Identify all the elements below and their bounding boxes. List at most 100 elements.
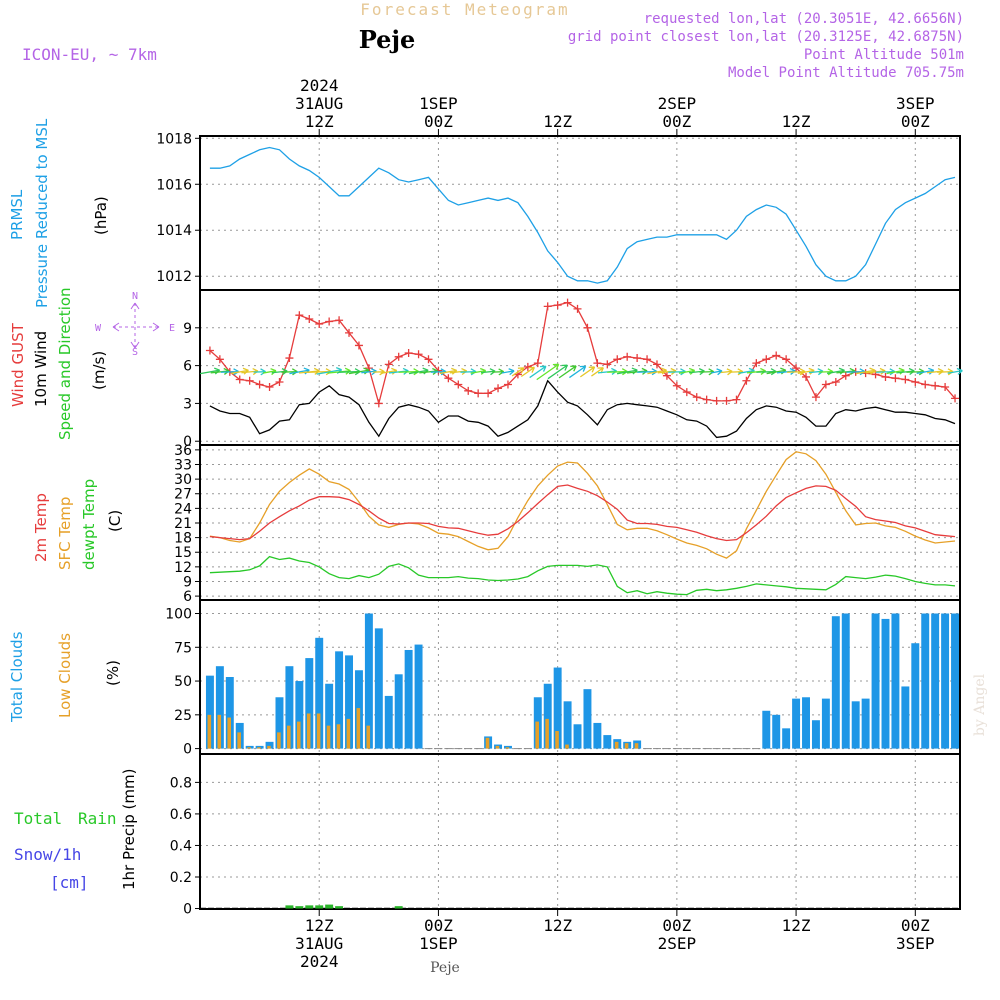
y-tick-label: 1014: [156, 223, 192, 239]
rain-bar: [394, 906, 403, 909]
x-day-label-bottom: 2SEP: [658, 934, 697, 953]
y-tick-label: 25: [174, 708, 192, 724]
total-cloud-bar: [951, 613, 960, 749]
pressure-label-2: Pressure Reduced to MSL: [33, 118, 51, 308]
x-day-label-bottom: 1SEP: [419, 934, 458, 953]
gust-marker: [494, 384, 503, 393]
x-tick-label-bottom: 00Z: [901, 916, 930, 935]
gust-marker: [384, 360, 393, 369]
wind-arrow: [547, 364, 568, 380]
gust-marker: [563, 298, 572, 307]
x-tick-label-bottom: 00Z: [662, 916, 691, 935]
low-cloud-bar: [346, 718, 351, 749]
total-cloud-bar: [563, 701, 572, 749]
gust-marker: [325, 317, 334, 326]
gust-marker: [911, 377, 920, 386]
gust-marker: [633, 354, 642, 363]
low-cloud-bar: [267, 745, 271, 749]
gust-marker: [951, 394, 960, 403]
total-cloud-bar: [851, 701, 860, 749]
x-day-label-top: 31AUG: [295, 94, 343, 113]
cloud-unit: (%): [104, 660, 122, 686]
gust-marker: [901, 375, 910, 384]
gust-marker: [702, 395, 711, 404]
wind-arrow: [558, 365, 577, 379]
total-cloud-bar: [265, 741, 274, 749]
total-cloud-bar: [414, 644, 423, 749]
wind-arrow-shape: [501, 368, 515, 376]
dew-label: dewpt Temp: [80, 479, 98, 570]
compass-s: S: [132, 347, 138, 358]
low-cloud-bar: [217, 714, 222, 749]
total-cloud-bar: [841, 613, 850, 749]
y-tick-label: 6: [183, 589, 192, 605]
gust-marker: [583, 323, 592, 332]
y-tick-label: 1018: [156, 131, 192, 147]
gust-marker: [712, 396, 721, 405]
wind-arrow-shape: [579, 366, 596, 378]
precip-snow-label: Snow/1h: [14, 845, 81, 864]
low-cloud-bar: [316, 713, 321, 749]
x-tick-label-bottom: 12Z: [782, 916, 811, 935]
low-cloud-bar: [505, 747, 510, 749]
x-tick-label-top: 00Z: [901, 112, 930, 131]
gust-marker: [613, 355, 622, 364]
precip-cm-label: [cm]: [50, 873, 89, 892]
total-cloud-bar: [275, 697, 284, 749]
gust-marker: [454, 380, 463, 389]
gust-marker: [662, 371, 671, 380]
gust-marker: [295, 311, 304, 320]
wind-unit: (m/s): [90, 351, 108, 390]
low-cloud-bar: [614, 741, 619, 749]
model-altitude: Model Point Altitude 705.75m: [728, 65, 964, 81]
wind-arrow-shape: [730, 368, 744, 376]
compass-w: W: [95, 323, 102, 334]
total-cloud-bar: [394, 674, 403, 749]
watermark: by Angel: [972, 673, 988, 736]
wind-dir-label: Speed and Direction: [56, 287, 74, 440]
gust-marker: [573, 304, 582, 313]
gust-marker: [315, 320, 324, 329]
total-cloud-bar: [553, 667, 562, 749]
low-cloud-bar: [535, 721, 539, 749]
gust-marker: [941, 383, 950, 392]
total-cloud-bar: [364, 613, 373, 749]
t2m-line: [209, 484, 956, 542]
total-cloud-bar: [215, 666, 224, 749]
panel-frame-precip: [199, 753, 961, 910]
wind-arrow: [501, 368, 515, 376]
gust-marker: [374, 399, 383, 408]
low-cloud-bar: [366, 725, 371, 749]
pressure-label-1: PRMSL: [8, 189, 26, 240]
y-tick-label: 0.8: [170, 775, 192, 791]
gust-marker: [891, 374, 900, 383]
wind-arrow-shape: [492, 368, 505, 376]
y-tick-label: 27: [174, 487, 192, 503]
gust-marker: [722, 396, 731, 405]
sfc-label: SFC Temp: [56, 497, 74, 570]
gust-marker: [603, 360, 612, 369]
gust-marker: [931, 381, 940, 390]
low-cloud-bar: [495, 745, 500, 749]
gust-marker: [275, 377, 284, 386]
low-cloud-bar: [296, 721, 301, 749]
low-cloud-bar: [277, 732, 281, 749]
low-cloud-bar: [207, 714, 212, 749]
wind-arrow: [492, 368, 505, 376]
gust-marker: [474, 389, 483, 398]
wind-arrow: [947, 367, 963, 375]
rain-bar: [315, 905, 324, 909]
wind-speed-line: [209, 379, 956, 439]
y-tick-label: 0: [183, 434, 192, 450]
y-tick-label: 3: [183, 396, 192, 412]
wind-arrow-shape: [711, 368, 723, 376]
x-day-label-top: 3SEP: [896, 94, 935, 113]
rain-bar: [295, 906, 304, 909]
wind-arrow-shape: [529, 365, 547, 379]
t2m-label: 2m Temp: [32, 493, 50, 562]
gust-label: Wind GUST: [9, 322, 27, 407]
rain-bar: [335, 906, 344, 909]
low-cloud-bar: [326, 725, 331, 749]
wind-arrow: [529, 365, 547, 379]
